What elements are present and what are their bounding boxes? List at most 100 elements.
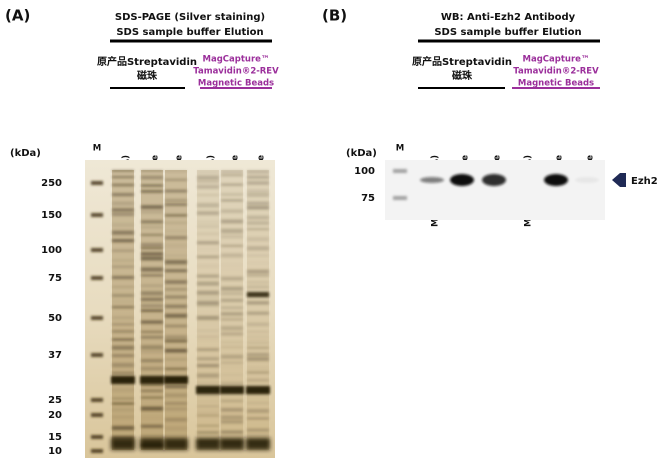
band — [221, 183, 243, 186]
unit-label: (kDa) — [10, 148, 41, 159]
band — [196, 438, 220, 450]
smear — [197, 170, 219, 450]
band — [141, 284, 163, 288]
band — [91, 213, 103, 217]
band — [221, 374, 243, 377]
band — [141, 242, 163, 247]
band — [141, 330, 163, 333]
band — [197, 373, 219, 378]
band — [141, 304, 163, 308]
band — [141, 291, 163, 296]
blot — [385, 160, 605, 220]
band — [165, 426, 187, 431]
band — [247, 409, 269, 413]
band — [247, 201, 269, 206]
band — [165, 313, 187, 318]
band — [165, 189, 187, 193]
band — [141, 396, 163, 399]
band — [141, 209, 163, 214]
band — [112, 362, 134, 368]
blot-b: (B) WB: Anti-Ezh2 Antibody SDS sample buff… — [322, 7, 658, 227]
band — [165, 339, 187, 343]
band — [112, 415, 134, 419]
band — [112, 330, 134, 333]
band — [141, 406, 163, 411]
band — [111, 438, 135, 450]
band — [247, 352, 269, 357]
group-label: Tamavidin®2-REV — [513, 67, 599, 77]
marker-label: 50 — [48, 313, 62, 324]
band — [112, 286, 134, 288]
band — [247, 175, 269, 179]
band — [197, 255, 219, 259]
group-label: MagCapture™ — [523, 55, 590, 65]
band — [197, 381, 219, 386]
smear — [221, 170, 243, 450]
band — [197, 322, 219, 324]
band — [165, 295, 187, 299]
band — [221, 209, 243, 213]
band — [247, 254, 269, 257]
band — [221, 263, 243, 267]
band — [165, 358, 187, 361]
band — [165, 178, 187, 181]
band — [165, 288, 187, 291]
band — [197, 247, 219, 251]
marker-label: 75 — [48, 273, 62, 284]
band — [247, 228, 269, 230]
band — [141, 335, 163, 339]
band — [221, 420, 243, 424]
band — [141, 170, 163, 172]
band — [197, 393, 219, 397]
band — [141, 226, 163, 229]
band — [112, 345, 134, 350]
band — [91, 316, 103, 320]
smear — [247, 170, 269, 450]
band — [112, 275, 134, 280]
band — [197, 401, 219, 403]
band — [220, 438, 244, 450]
band — [165, 250, 187, 252]
band — [165, 269, 187, 273]
band — [165, 199, 187, 202]
band — [141, 366, 163, 371]
band — [247, 292, 269, 297]
band — [197, 315, 219, 320]
band — [221, 340, 243, 344]
band — [112, 387, 134, 393]
band — [197, 363, 219, 368]
band — [141, 424, 163, 428]
band — [112, 397, 134, 400]
band — [221, 399, 243, 402]
band — [221, 366, 243, 368]
panel-subtitle: SDS sample buffer Elution — [434, 27, 581, 38]
band — [420, 177, 444, 183]
band — [247, 274, 269, 277]
band — [221, 361, 243, 364]
band — [112, 222, 134, 227]
band — [197, 224, 219, 228]
band — [247, 371, 269, 374]
band — [221, 346, 243, 349]
band — [112, 402, 134, 405]
band — [197, 264, 219, 268]
band — [112, 425, 134, 431]
band — [221, 244, 243, 247]
band — [140, 376, 164, 384]
band — [247, 366, 269, 370]
band — [197, 180, 219, 183]
band — [165, 367, 187, 370]
band — [112, 208, 134, 212]
group-label: Tamavidin®2-REV — [193, 67, 279, 77]
band — [141, 267, 163, 272]
band — [91, 181, 103, 185]
band — [112, 183, 134, 187]
band — [393, 169, 407, 173]
band — [141, 205, 163, 209]
band — [197, 220, 219, 223]
band — [197, 170, 219, 175]
band — [221, 292, 243, 296]
band — [165, 385, 187, 389]
panel-label: (A) — [5, 7, 30, 25]
